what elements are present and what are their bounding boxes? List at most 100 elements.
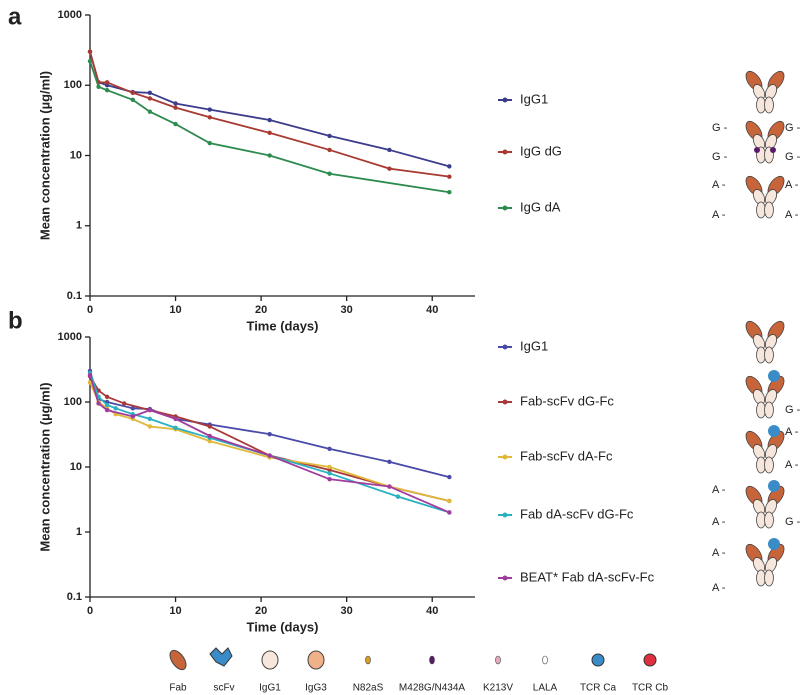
legend-label: Fab dA-scFv dG-Fc <box>520 506 634 521</box>
data-point <box>447 190 452 195</box>
y-tick-label: 1000 <box>58 9 82 21</box>
data-point <box>96 401 101 406</box>
data-point <box>207 115 212 120</box>
data-point <box>207 424 212 429</box>
legend-marker <box>502 454 508 460</box>
data-point <box>147 96 153 101</box>
data-point <box>147 424 153 429</box>
y-tick-label: 100 <box>64 396 82 408</box>
data-point <box>173 101 178 106</box>
data-point <box>327 446 332 452</box>
site-label: A - <box>785 209 799 221</box>
data-point <box>173 121 178 127</box>
structure-legend-label: IgG3 <box>305 683 327 694</box>
legend-label: IgG1 <box>520 91 548 106</box>
data-point <box>447 174 452 179</box>
structure-legend <box>169 647 657 671</box>
data-point <box>267 130 272 136</box>
site-label: A - <box>712 484 726 496</box>
x-tick-label: 20 <box>255 304 267 316</box>
site-label: G - <box>785 404 800 416</box>
y-tick-label: 10 <box>70 461 82 473</box>
data-point <box>113 406 118 411</box>
site-label: G - <box>712 122 728 134</box>
y-tick-label: 10 <box>70 149 82 161</box>
legend-marker <box>502 512 508 518</box>
site-label: A - <box>712 547 726 559</box>
data-point <box>130 406 135 411</box>
legend-label: IgG1 <box>520 338 548 353</box>
y-tick-label: 100 <box>64 79 82 91</box>
data-point <box>207 107 212 112</box>
data-point <box>395 494 401 499</box>
data-point <box>104 88 110 93</box>
data-point <box>173 105 178 110</box>
site-label: G - <box>785 516 800 528</box>
data-point <box>207 433 212 439</box>
data-point <box>104 394 110 400</box>
series-line <box>89 375 450 502</box>
data-point <box>130 90 135 96</box>
data-point <box>387 147 392 153</box>
data-point <box>327 464 332 470</box>
data-point <box>104 402 110 408</box>
data-point <box>327 147 332 153</box>
series-line <box>89 382 450 502</box>
data-point <box>147 416 153 422</box>
data-point <box>104 407 110 413</box>
data-point <box>327 476 332 482</box>
data-point <box>173 416 178 422</box>
structure-legend-label: TCR Ca <box>580 683 617 694</box>
site-label: A - <box>712 179 726 191</box>
data-point <box>207 438 212 444</box>
x-tick-label: 40 <box>426 605 438 617</box>
structure-icons <box>742 68 788 587</box>
y-tick-label: 0.1 <box>67 591 82 603</box>
legend-label: Fab-scFv dG-Fc <box>520 393 614 408</box>
data-point <box>267 431 272 437</box>
legend-marker <box>502 97 508 103</box>
data-point <box>87 58 93 64</box>
structure-legend-label: IgG1 <box>259 683 281 694</box>
series-line <box>89 374 450 514</box>
site-label: G - <box>785 122 800 134</box>
structure-legend-label: K213V <box>483 683 513 694</box>
data-point <box>104 80 110 85</box>
y-tick-label: 1 <box>76 220 82 232</box>
data-point <box>387 484 392 489</box>
legend-marker <box>502 149 508 155</box>
data-point <box>327 133 332 139</box>
legend-marker <box>502 575 508 581</box>
data-point <box>267 453 272 458</box>
data-point <box>122 401 127 406</box>
legend-label: IgG dG <box>520 143 562 158</box>
data-point <box>130 414 135 419</box>
data-point <box>147 407 153 413</box>
x-tick-label: 40 <box>426 304 438 316</box>
series-line <box>89 372 450 514</box>
data-point <box>130 97 135 103</box>
structure-legend-label: M428G/N434A <box>399 683 465 694</box>
site-label: A - <box>785 179 799 191</box>
x-tick-label: 10 <box>169 605 181 617</box>
x-axis-label: Time (days) <box>246 318 318 333</box>
data-point <box>87 49 93 54</box>
data-point <box>87 372 93 378</box>
data-point <box>147 90 153 96</box>
structure-legend-label: TCR Cb <box>632 683 669 694</box>
legend-label: BEAT* Fab dA-scFv-Fc <box>520 569 655 584</box>
data-point <box>447 498 452 504</box>
data-point <box>207 140 212 146</box>
x-tick-label: 10 <box>169 304 181 316</box>
y-tick-label: 1 <box>76 526 82 538</box>
site-labels: G - G - G - G - A - A - A - A - G - A - … <box>712 122 800 594</box>
panel-label: b <box>8 307 23 334</box>
data-point <box>173 425 178 431</box>
panel-label: a <box>8 3 22 30</box>
data-point <box>447 474 452 480</box>
site-label: G - <box>785 151 800 163</box>
data-point <box>96 84 101 90</box>
legend-label: IgG dA <box>520 199 561 214</box>
data-point <box>387 459 392 465</box>
site-label: G - <box>712 151 728 163</box>
